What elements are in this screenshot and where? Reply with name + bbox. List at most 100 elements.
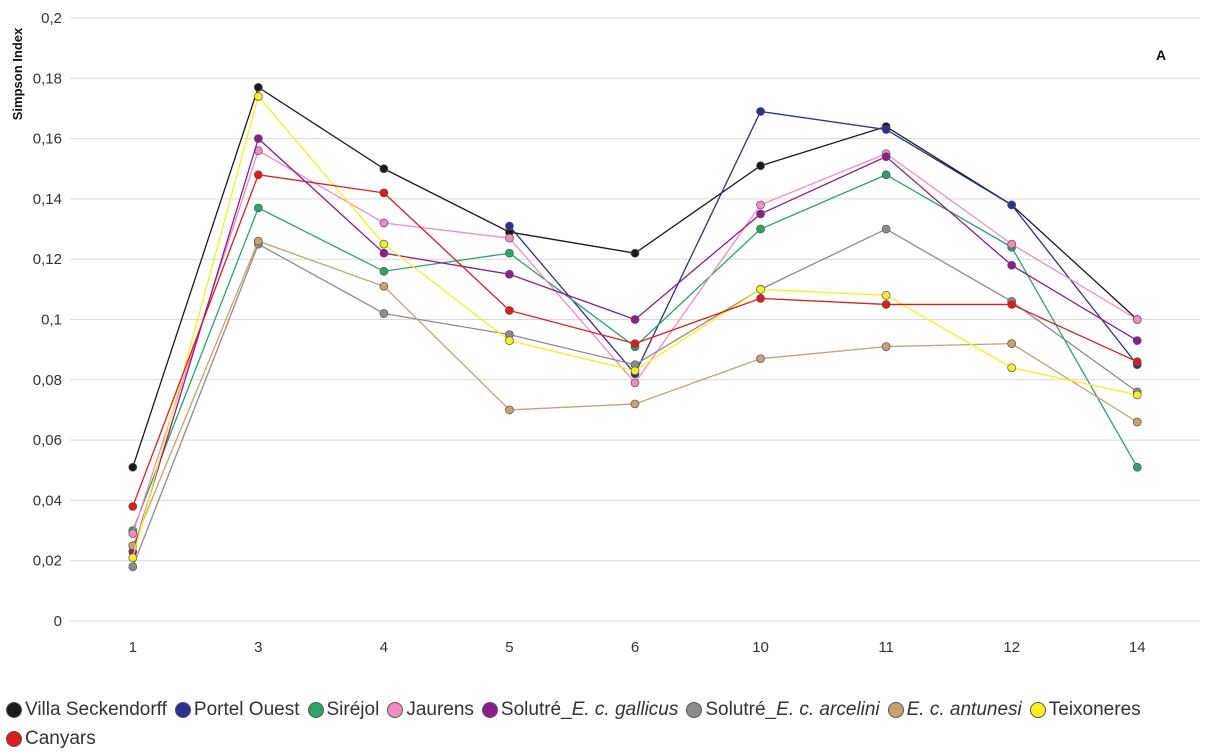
- x-tick-label: 4: [380, 639, 388, 656]
- series-8: [128, 170, 1142, 511]
- data-point: [505, 405, 514, 415]
- y-tick-label: 0: [54, 613, 62, 630]
- y-tick-label: 0,2: [41, 10, 62, 27]
- series-line: [132, 228, 1138, 567]
- data-point: [128, 541, 138, 550]
- panel-annotation: A: [1156, 47, 1166, 63]
- data-point: [1007, 260, 1017, 270]
- data-point: [881, 342, 891, 351]
- data-point: [756, 107, 765, 116]
- series-line: [132, 86, 1138, 468]
- legend-swatch: [887, 702, 904, 718]
- data-point: [756, 209, 765, 219]
- legend-swatch: [387, 702, 404, 718]
- legend-label-taxon: E. c. arcelini: [776, 699, 880, 720]
- data-point: [379, 164, 389, 174]
- data-point: [881, 291, 891, 300]
- legend-item: Canyars: [6, 726, 96, 752]
- x-tick-label: 5: [505, 639, 513, 656]
- legend-swatch: [481, 702, 498, 718]
- data-point: [1132, 315, 1142, 324]
- legend-label: Villa Seckendorff: [25, 699, 167, 720]
- legend-item: Villa Seckendorff: [6, 697, 167, 723]
- legend-label: Portel Ouest: [193, 699, 300, 720]
- legend-label: Siréjol: [326, 699, 380, 720]
- x-axis: 1 3 4 5 6 10 11 12 14: [129, 639, 1146, 656]
- data-point: [756, 161, 765, 171]
- data-point: [756, 285, 765, 294]
- data-point: [253, 203, 263, 213]
- legend-item: Siréjol: [307, 697, 380, 723]
- data-point: [630, 315, 640, 324]
- x-tick-label: 10: [752, 639, 769, 656]
- legend-item: Solutré_E. c. gallicus: [481, 697, 678, 723]
- data-point: [1007, 200, 1017, 210]
- y-tick-label: 0,04: [33, 492, 62, 509]
- legend-label: Teixoneres: [1048, 699, 1141, 720]
- x-tick-label: 12: [1003, 639, 1020, 656]
- data-point: [630, 378, 640, 388]
- legend-item: Portel Ouest: [174, 697, 300, 723]
- series-line: [508, 110, 1138, 375]
- data-point: [379, 218, 389, 228]
- legend-item: E. c. antunesi: [887, 697, 1022, 723]
- legend-item: Solutré_E. c. arcelini: [686, 697, 880, 723]
- y-tick-label: 0,16: [33, 131, 62, 148]
- data-point: [756, 200, 765, 210]
- data-point: [881, 125, 891, 134]
- x-tick-label: 1: [129, 639, 137, 656]
- data-point: [505, 221, 514, 231]
- data-point: [630, 248, 640, 258]
- data-point: [1132, 357, 1142, 367]
- data-point: [128, 529, 138, 538]
- legend-label: Canyars: [25, 728, 96, 749]
- legend: Villa Seckendorff Portel Ouest Siréjol Jaur…: [6, 697, 1206, 755]
- data-point: [253, 236, 263, 246]
- data-point: [379, 266, 389, 276]
- data-point: [881, 224, 891, 234]
- data-point: [253, 170, 263, 180]
- legend-swatch: [1029, 702, 1046, 718]
- data-point: [128, 562, 138, 572]
- legend-label-prefix: Solutré_: [705, 699, 777, 720]
- x-tick-label: 11: [878, 639, 894, 656]
- series-3: [128, 146, 1142, 538]
- legend-swatch: [686, 702, 703, 718]
- series-7: [128, 92, 1142, 563]
- data-point: [128, 502, 138, 511]
- series-layer: [128, 82, 1142, 572]
- series-4: [128, 134, 1142, 557]
- data-point: [253, 92, 263, 101]
- x-tick-label: 6: [631, 639, 639, 656]
- data-point: [881, 152, 891, 162]
- data-point: [379, 188, 389, 198]
- legend-label-taxon: E. c. antunesi: [906, 699, 1022, 720]
- y-tick-label: 0,1: [41, 312, 62, 329]
- y-tick-label: 0,12: [33, 251, 62, 268]
- data-point: [128, 462, 138, 472]
- data-point: [1007, 339, 1017, 348]
- legend-label-taxon: E. c. gallicus: [571, 699, 679, 720]
- legend-label: Solutré_E. c. gallicus: [501, 697, 678, 723]
- data-point: [505, 248, 514, 258]
- data-point: [1132, 417, 1142, 427]
- series-0: [128, 82, 1142, 472]
- legend-item: Jaurens: [387, 697, 474, 723]
- series-1: [505, 107, 1142, 379]
- data-point: [1132, 336, 1142, 345]
- legend-label-prefix: Solutré_: [500, 699, 572, 720]
- data-point: [379, 239, 389, 249]
- data-point: [505, 306, 514, 315]
- series-5: [128, 224, 1142, 572]
- data-point: [881, 300, 891, 309]
- data-point: [756, 294, 765, 303]
- data-point: [379, 248, 389, 258]
- data-point: [505, 336, 514, 345]
- legend-swatch: [6, 702, 22, 718]
- x-tick-label: 3: [254, 639, 262, 656]
- data-point: [1007, 363, 1017, 373]
- data-point: [1007, 300, 1017, 309]
- series-2: [128, 170, 1142, 535]
- data-point: [881, 170, 891, 180]
- data-point: [128, 553, 138, 563]
